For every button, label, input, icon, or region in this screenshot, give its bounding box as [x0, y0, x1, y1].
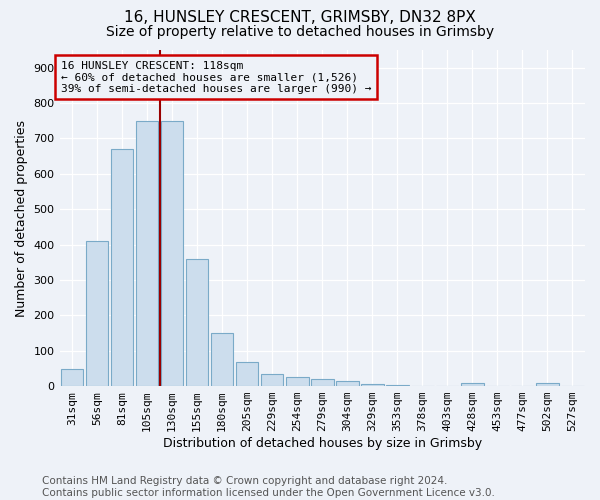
Bar [111, 149, 133, 386]
X-axis label: Distribution of detached houses by size in Grimsby: Distribution of detached houses by size … [163, 437, 482, 450]
Text: 16, HUNSLEY CRESCENT, GRIMSBY, DN32 8PX: 16, HUNSLEY CRESCENT, GRIMSBY, DN32 8PX [124, 10, 476, 25]
Bar [186, 258, 208, 386]
Bar [136, 121, 158, 386]
Bar [536, 384, 559, 386]
Bar [336, 381, 359, 386]
Bar [311, 379, 334, 386]
Bar [86, 241, 109, 386]
Text: 16 HUNSLEY CRESCENT: 118sqm
← 60% of detached houses are smaller (1,526)
39% of : 16 HUNSLEY CRESCENT: 118sqm ← 60% of det… [61, 60, 371, 94]
Bar [386, 385, 409, 386]
Bar [161, 121, 184, 386]
Bar [461, 384, 484, 386]
Text: Size of property relative to detached houses in Grimsby: Size of property relative to detached ho… [106, 25, 494, 39]
Bar [261, 374, 283, 386]
Y-axis label: Number of detached properties: Number of detached properties [15, 120, 28, 316]
Bar [361, 384, 383, 386]
Text: Contains HM Land Registry data © Crown copyright and database right 2024.
Contai: Contains HM Land Registry data © Crown c… [42, 476, 495, 498]
Bar [211, 333, 233, 386]
Bar [286, 376, 308, 386]
Bar [61, 370, 83, 386]
Bar [236, 362, 259, 386]
